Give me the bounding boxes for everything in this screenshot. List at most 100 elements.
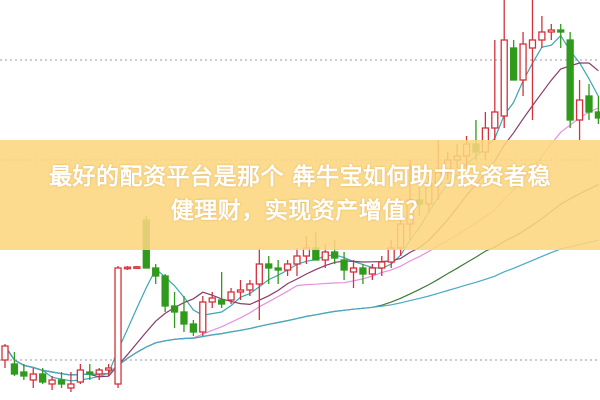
candle-body bbox=[265, 263, 273, 269]
candle-body bbox=[491, 111, 499, 129]
candle-down bbox=[86, 364, 94, 380]
candle-up bbox=[547, 24, 555, 40]
candle-body bbox=[349, 267, 358, 273]
candle-up bbox=[104, 364, 113, 376]
candle-body bbox=[10, 363, 19, 375]
candle-body bbox=[331, 251, 339, 259]
candle-up bbox=[283, 260, 292, 276]
candle-down bbox=[170, 292, 179, 328]
candle-down bbox=[359, 264, 367, 284]
candle-body bbox=[208, 297, 216, 303]
candle-down bbox=[265, 256, 273, 284]
candle-up bbox=[67, 372, 75, 392]
candle-up bbox=[236, 280, 245, 300]
candle-down bbox=[10, 352, 19, 376]
candle-down bbox=[20, 364, 28, 380]
candle-body bbox=[575, 99, 584, 121]
candle-down bbox=[217, 272, 226, 308]
candle-body bbox=[48, 379, 56, 385]
candle-body bbox=[123, 266, 132, 270]
candle-body bbox=[29, 373, 37, 381]
candle-down bbox=[566, 32, 574, 128]
candle-up bbox=[246, 280, 254, 296]
candle-body bbox=[566, 39, 574, 121]
candle-body bbox=[255, 263, 263, 285]
candle-down bbox=[39, 368, 47, 384]
candle-up bbox=[133, 266, 141, 269]
candle-down bbox=[161, 274, 169, 312]
candle-body bbox=[189, 323, 198, 333]
candle-body bbox=[378, 261, 386, 269]
candle-up bbox=[114, 266, 122, 388]
candle-body bbox=[340, 259, 348, 271]
candle-up bbox=[208, 292, 216, 308]
candle-body bbox=[114, 267, 122, 385]
candle-down bbox=[594, 96, 600, 124]
candle-body bbox=[283, 263, 292, 271]
candle-down bbox=[340, 252, 348, 280]
ma80-line bbox=[4, 239, 599, 376]
candle-body bbox=[180, 311, 188, 325]
headline: 最好的配资平台是那个 犇牛宝如何助力投资者稳 健理财，实现资产增值？ bbox=[0, 160, 600, 228]
candle-up bbox=[378, 256, 386, 276]
candle-up bbox=[199, 296, 207, 336]
candle-body bbox=[57, 379, 66, 385]
candle-down bbox=[152, 264, 160, 284]
candle-up bbox=[95, 368, 103, 380]
candle-up bbox=[500, 0, 508, 128]
candle-body bbox=[519, 43, 527, 81]
candle-body bbox=[1, 345, 9, 361]
candle-body bbox=[557, 29, 565, 33]
candle-body bbox=[585, 95, 593, 113]
candle-up bbox=[227, 288, 235, 304]
candle-body bbox=[500, 39, 508, 117]
candle-body bbox=[293, 255, 301, 265]
candle-down bbox=[557, 24, 565, 48]
candle-down bbox=[585, 84, 593, 120]
candle-up bbox=[538, 16, 546, 48]
candle-up bbox=[255, 248, 263, 320]
candle-body bbox=[227, 291, 235, 301]
candle-body bbox=[594, 111, 600, 119]
candle-body bbox=[104, 367, 113, 371]
candle-body bbox=[217, 299, 226, 305]
candle-body bbox=[67, 383, 75, 389]
candle-up bbox=[575, 80, 584, 140]
candle-body bbox=[86, 371, 94, 375]
candle-down bbox=[180, 296, 188, 332]
candle-up bbox=[48, 376, 56, 390]
headline-banner bbox=[0, 140, 600, 250]
candle-up bbox=[76, 364, 85, 384]
candle-body bbox=[547, 29, 555, 33]
headline-line-1: 最好的配资平台是那个 犇牛宝如何助力投资者稳 bbox=[48, 164, 551, 190]
candle-down bbox=[274, 260, 282, 284]
ma5-line bbox=[4, 34, 599, 382]
candle-up bbox=[519, 32, 527, 96]
candle-up bbox=[349, 260, 358, 288]
candle-body bbox=[95, 369, 103, 375]
candle-body bbox=[161, 275, 169, 307]
candle-body bbox=[246, 283, 254, 291]
candle-body bbox=[368, 267, 376, 275]
candle-body bbox=[321, 251, 329, 261]
candle-body bbox=[509, 47, 518, 81]
candle-body bbox=[538, 31, 546, 41]
candle-down bbox=[57, 372, 66, 388]
candle-body bbox=[133, 266, 141, 269]
candle-up bbox=[491, 40, 499, 140]
candle-up bbox=[1, 344, 9, 368]
candle-body bbox=[528, 39, 537, 49]
candle-body bbox=[199, 301, 207, 333]
candle-body bbox=[76, 369, 85, 383]
candle-body bbox=[274, 267, 282, 271]
candle-body bbox=[20, 371, 28, 377]
candle-down bbox=[509, 40, 518, 81]
candle-body bbox=[152, 267, 160, 277]
candle-up bbox=[368, 264, 376, 280]
candle-body bbox=[39, 373, 47, 383]
candle-body bbox=[359, 267, 367, 275]
candle-up bbox=[528, 0, 537, 120]
candle-up bbox=[293, 248, 301, 276]
candle-up bbox=[29, 368, 37, 388]
